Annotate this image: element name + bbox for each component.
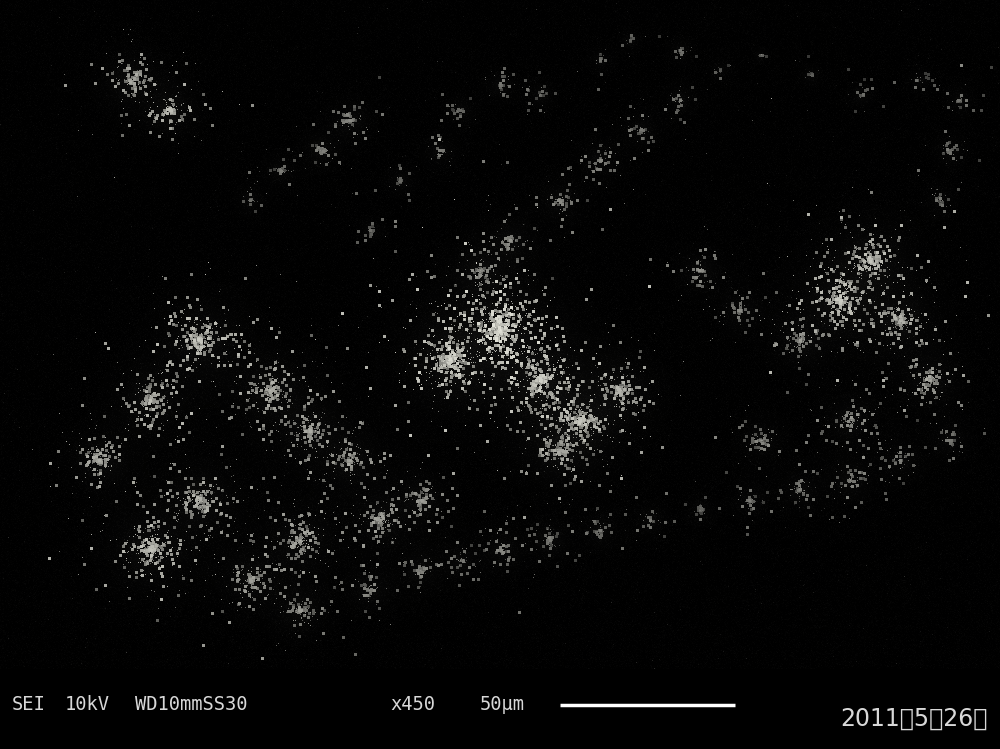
Text: WD10mmSS30: WD10mmSS30 [135, 696, 248, 715]
Text: 2011年5月26日: 2011年5月26日 [841, 706, 988, 730]
Text: SEI: SEI [12, 696, 46, 715]
Text: 50μm: 50μm [480, 696, 525, 715]
Text: x450: x450 [390, 696, 435, 715]
Text: 10kV: 10kV [65, 696, 110, 715]
